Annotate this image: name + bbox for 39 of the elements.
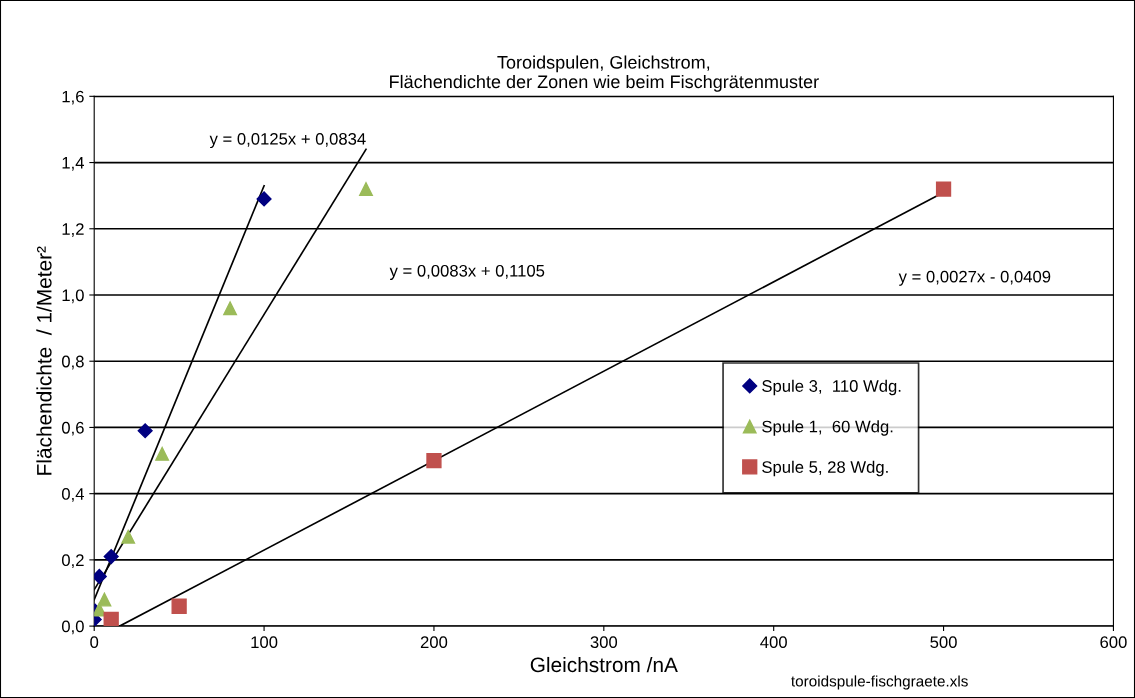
y-tick-label: 0,4	[61, 488, 84, 502]
y-tick-label: 0,8	[61, 355, 84, 370]
y-axis-title: Flächendichte / 1/Meter²	[36, 246, 52, 475]
y-tick-label: 0,2	[61, 554, 84, 569]
x-tick-label: 100	[251, 636, 278, 649]
point	[426, 452, 442, 469]
point	[97, 592, 112, 607]
y-tick-label: 0,0	[61, 620, 84, 635]
annotation: y = 0,0083x + 0,1105	[389, 264, 545, 280]
point	[359, 182, 373, 196]
legend-label: Spule 1, 60 Wdg.	[762, 420, 893, 436]
point	[103, 549, 119, 565]
point	[94, 568, 107, 585]
point	[256, 191, 272, 207]
x-tick-label: 400	[760, 636, 787, 649]
y-tick-label: 1,0	[62, 289, 84, 304]
legend-label: Spule 5, 28 Wdg.	[762, 460, 888, 477]
point	[137, 423, 153, 439]
x-tick-label: 600	[1100, 636, 1127, 649]
point	[121, 529, 136, 544]
point	[935, 181, 952, 197]
x-tick-label: 200	[420, 636, 448, 649]
x-tick-label: 500	[930, 636, 957, 649]
point	[155, 446, 170, 461]
y-tick-label: 0,6	[61, 421, 84, 436]
x-tick-label: 0	[90, 636, 99, 649]
y-tick-label: 1,6	[62, 90, 84, 105]
point	[103, 611, 119, 627]
x-tick-label: 300	[590, 636, 618, 649]
text: toroidspule-fischgraete.xls	[791, 675, 968, 690]
point	[223, 301, 238, 316]
chart-title: Toroidspulen, Gleichstrom, Flächendichte der Zonen wie beim Fischgrätenmuster	[390, 55, 819, 92]
y-tick-label: 1,4	[62, 157, 84, 171]
legend-label: Spule 3, 110 Wdg.	[762, 379, 901, 396]
x-axis-title: Gleichstrom /nA	[530, 656, 678, 673]
y-tick-label: 1,2	[62, 223, 84, 237]
annotation: y = 0,0027x - 0,0409	[898, 270, 1051, 286]
annotation: y = 0,0125x + 0,0834	[209, 132, 366, 149]
point	[171, 598, 187, 614]
